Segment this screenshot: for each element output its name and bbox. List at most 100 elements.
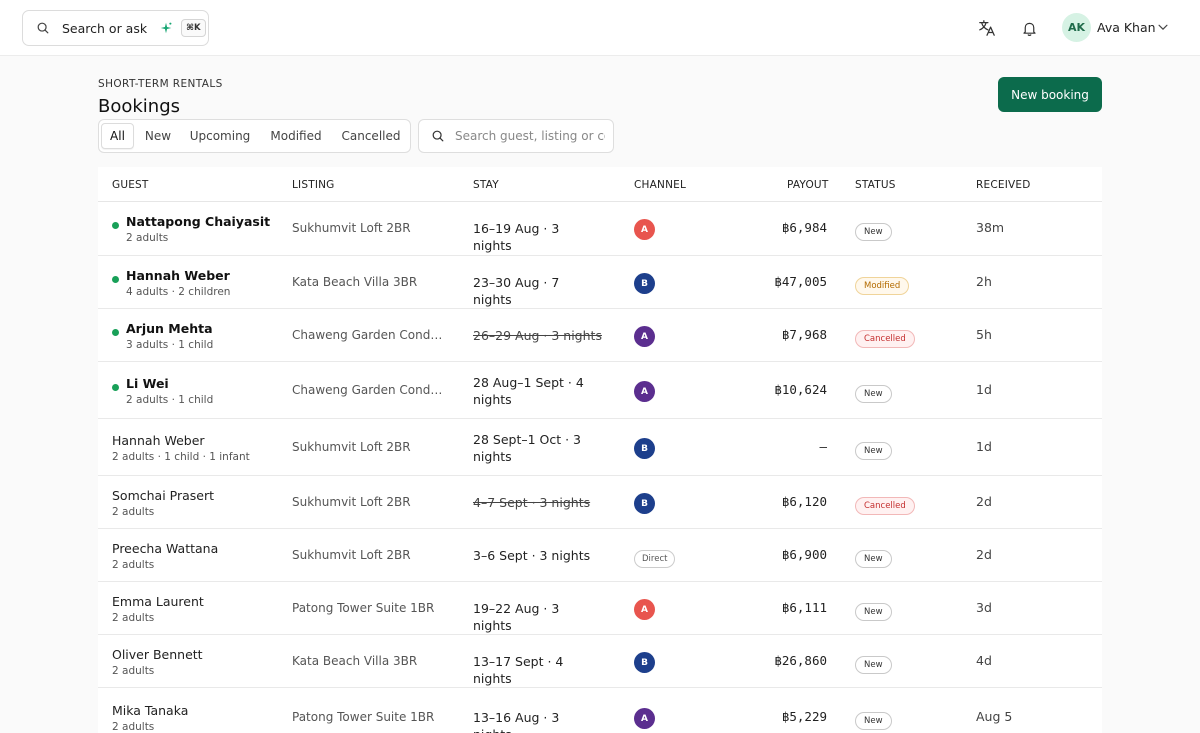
- table-row[interactable]: Li Wei 2 adults · 1 child Chaweng Garden…: [98, 362, 1102, 419]
- status-badge: New: [855, 712, 892, 730]
- payout-amount: —: [819, 439, 827, 454]
- received-time: 2d: [976, 547, 992, 562]
- channel-badge: A: [634, 381, 655, 402]
- guest-name[interactable]: Li Wei: [126, 376, 169, 391]
- tab-upcoming[interactable]: Upcoming: [189, 129, 251, 143]
- status-badge: New: [855, 223, 892, 241]
- stay-dates: 28 Aug–1 Sept · 4 nights: [473, 375, 584, 407]
- tab-cancelled[interactable]: Cancelled: [341, 129, 401, 143]
- listing-name[interactable]: Sukhumvit Loft 2BR: [292, 548, 411, 562]
- status-cell: New: [855, 438, 892, 460]
- translate-icon: [979, 20, 995, 36]
- column-received[interactable]: RECEIVED: [976, 179, 1031, 191]
- listing-name[interactable]: Chaweng Garden Condo 1BR: [292, 383, 444, 397]
- new-booking-button[interactable]: New booking: [998, 77, 1102, 112]
- received-time: 3d: [976, 600, 992, 615]
- unread-dot: [112, 329, 119, 336]
- stay-dates: 23–30 Aug · 7 nights: [473, 275, 560, 307]
- channel-badge: A: [634, 219, 655, 240]
- global-search-label: Search or ask: [62, 20, 148, 36]
- table-row[interactable]: Somchai Prasert 2 adults Sukhumvit Loft …: [98, 476, 1102, 529]
- guest-party: 2 adults: [112, 665, 155, 677]
- table-row[interactable]: Oliver Bennett 2 adults Kata Beach Villa…: [98, 635, 1102, 688]
- listing-name[interactable]: Patong Tower Suite 1BR: [292, 601, 435, 615]
- chevron-down-icon[interactable]: [1156, 20, 1170, 34]
- received-time: 1d: [976, 439, 992, 454]
- guest-cell: Li Wei 2 adults · 1 child: [126, 376, 213, 406]
- channel-badge: A: [634, 708, 655, 729]
- listing-name[interactable]: Sukhumvit Loft 2BR: [292, 221, 411, 235]
- status-cell: New: [855, 599, 892, 621]
- guest-cell: Somchai Prasert 2 adults: [112, 488, 214, 518]
- guest-name[interactable]: Mika Tanaka: [112, 703, 189, 718]
- table-row[interactable]: Hannah Weber 2 adults · 1 child · 1 infa…: [98, 419, 1102, 476]
- listing-name[interactable]: Chaweng Garden Condo 1BR: [292, 328, 444, 342]
- page-title: Bookings: [98, 96, 181, 117]
- translate-button[interactable]: [975, 16, 999, 40]
- channel-badge: A: [634, 599, 655, 620]
- listing-name[interactable]: Kata Beach Villa 3BR: [292, 654, 418, 668]
- payout-amount: ฿6,120: [781, 494, 827, 509]
- unread-dot: [112, 222, 119, 229]
- status-badge: New: [855, 550, 892, 568]
- guest-cell: Hannah Weber 2 adults · 1 child · 1 infa…: [112, 433, 250, 463]
- listing-name[interactable]: Patong Tower Suite 1BR: [292, 710, 435, 724]
- status-badge: New: [855, 656, 892, 674]
- status-cell: Cancelled: [855, 493, 915, 515]
- payout-amount: ฿6,900: [781, 547, 827, 562]
- status-cell: New: [855, 708, 892, 730]
- status-tabs: All New Upcoming Modified Cancelled: [98, 119, 411, 153]
- tab-new[interactable]: New: [144, 129, 172, 143]
- global-search-button[interactable]: Search or ask ⌘K: [22, 10, 209, 46]
- guest-cell: Arjun Mehta 3 adults · 1 child: [126, 321, 213, 351]
- channel-direct-badge: Direct: [634, 550, 676, 568]
- guest-name[interactable]: Nattapong Chaiyasit: [126, 214, 271, 229]
- bookings-table: GUEST LISTING STAY CHANNEL PAYOUT STATUS…: [98, 167, 1102, 733]
- guest-cell: Emma Laurent 2 adults: [112, 594, 204, 624]
- table-row[interactable]: Preecha Wattana 2 adults Sukhumvit Loft …: [98, 529, 1102, 582]
- notifications-button[interactable]: [1017, 16, 1041, 40]
- avatar[interactable]: AK: [1062, 13, 1091, 42]
- payout-amount: ฿26,860: [774, 653, 827, 668]
- column-listing[interactable]: LISTING: [292, 179, 335, 191]
- shortcut-hint: ⌘K: [181, 19, 206, 37]
- guest-party: 2 adults: [112, 721, 155, 733]
- guest-name[interactable]: Hannah Weber: [112, 433, 205, 448]
- user-name[interactable]: Ava Khan: [1097, 20, 1156, 35]
- payout-amount: ฿7,968: [781, 327, 827, 342]
- listing-name[interactable]: Kata Beach Villa 3BR: [292, 275, 418, 289]
- status-cell: New: [855, 546, 892, 568]
- guest-party: 2 adults: [112, 559, 155, 571]
- table-row[interactable]: Hannah Weber 4 adults · 2 children Kata …: [98, 256, 1102, 309]
- tab-all[interactable]: All: [101, 123, 134, 149]
- column-stay[interactable]: STAY: [473, 179, 499, 191]
- table-row[interactable]: Nattapong Chaiyasit 2 adults Sukhumvit L…: [98, 202, 1102, 256]
- column-channel[interactable]: CHANNEL: [634, 179, 687, 191]
- search-icon: [37, 22, 49, 34]
- table-row[interactable]: Emma Laurent 2 adults Patong Tower Suite…: [98, 582, 1102, 635]
- column-payout[interactable]: PAYOUT: [787, 179, 829, 191]
- column-status[interactable]: STATUS: [855, 179, 896, 191]
- status-cell: Cancelled: [855, 326, 915, 348]
- top-bar: Search or ask ⌘K AK Ava Khan: [0, 0, 1200, 56]
- status-cell: Modified: [855, 273, 910, 295]
- guest-party: 2 adults: [112, 612, 155, 624]
- tab-modified[interactable]: Modified: [270, 129, 322, 143]
- column-guest[interactable]: GUEST: [112, 179, 149, 191]
- booking-search-input[interactable]: [455, 129, 605, 143]
- guest-name[interactable]: Preecha Wattana: [112, 541, 219, 556]
- guest-name[interactable]: Somchai Prasert: [112, 488, 215, 503]
- search-icon: [432, 130, 444, 142]
- guest-name[interactable]: Arjun Mehta: [126, 321, 213, 336]
- stay-dates: 28 Sept–1 Oct · 3 nights: [473, 432, 582, 464]
- guest-name[interactable]: Oliver Bennett: [112, 647, 203, 662]
- listing-name[interactable]: Sukhumvit Loft 2BR: [292, 495, 411, 509]
- table-row[interactable]: Mika Tanaka 2 adults Patong Tower Suite …: [98, 688, 1102, 733]
- listing-name[interactable]: Sukhumvit Loft 2BR: [292, 440, 411, 454]
- stay-dates: 3–6 Sept · 3 nights: [473, 548, 591, 563]
- table-row[interactable]: Arjun Mehta 3 adults · 1 child Chaweng G…: [98, 309, 1102, 362]
- guest-name[interactable]: Hannah Weber: [126, 268, 230, 283]
- guest-name[interactable]: Emma Laurent: [112, 594, 204, 609]
- received-time: 38m: [976, 220, 1005, 235]
- status-badge: Cancelled: [855, 330, 915, 348]
